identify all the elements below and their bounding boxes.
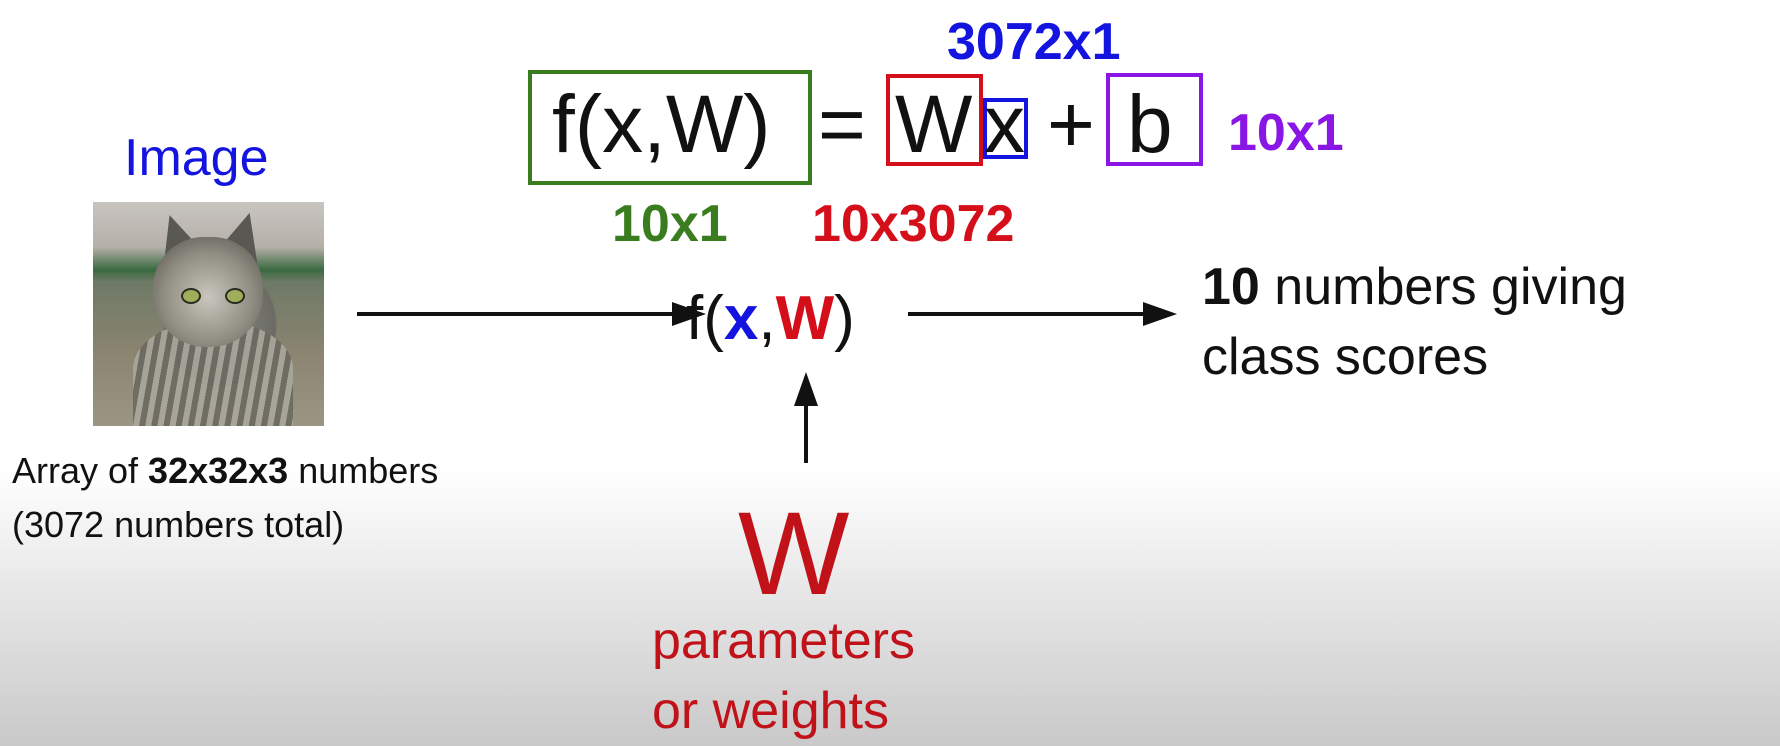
weights-symbol: W [738, 488, 850, 620]
input-arrow-head [672, 302, 706, 326]
output-arrow-shaft [908, 312, 1148, 316]
x-dimension-label: 3072x1 [947, 13, 1121, 71]
cat-eye-left [181, 288, 201, 304]
cat-eye-right [225, 288, 245, 304]
equation-x: x [984, 79, 1025, 170]
input-arrow-shaft [357, 312, 677, 316]
f-output-box [528, 70, 812, 185]
b-dimension-label: 10x1 [1228, 104, 1344, 162]
output-description: 10 numbers giving class scores [1202, 252, 1627, 392]
cat-face [153, 237, 263, 347]
image-caption-line2: (3072 numbers total) [12, 504, 345, 545]
function-call-x: x [723, 284, 759, 353]
equation-plus: + [1047, 79, 1095, 170]
image-title: Image [124, 129, 269, 187]
equation-lhs: f(x,W) [552, 79, 771, 170]
weight-matrix-box [886, 74, 983, 166]
output-line2: class scores [1202, 328, 1489, 386]
function-call: f(x,W) [686, 284, 855, 353]
weights-label-line1: parameters [652, 612, 915, 670]
equation-W: W [895, 79, 973, 170]
weights-arrow-shaft [804, 400, 808, 463]
output-line1: 10 numbers giving [1202, 258, 1627, 316]
f-dimension-label: 10x1 [612, 195, 728, 253]
function-call-W: W [775, 284, 835, 353]
equation-equals: = [818, 79, 866, 170]
image-caption: Array of 32x32x3 numbers (3072 numbers t… [12, 444, 438, 552]
bias-box [1106, 73, 1203, 166]
input-vector-box [983, 98, 1028, 159]
equation-b: b [1127, 79, 1173, 170]
weights-label-line2: or weights [652, 682, 889, 740]
cat-image [93, 202, 324, 426]
image-caption-line1: Array of 32x32x3 numbers [12, 450, 439, 491]
image-size-bold: 32x32x3 [148, 450, 289, 491]
W-dimension-label: 10x3072 [812, 195, 1015, 253]
output-count-bold: 10 [1202, 258, 1260, 316]
output-arrow-head [1143, 302, 1177, 326]
weights-arrow-head [794, 372, 818, 406]
